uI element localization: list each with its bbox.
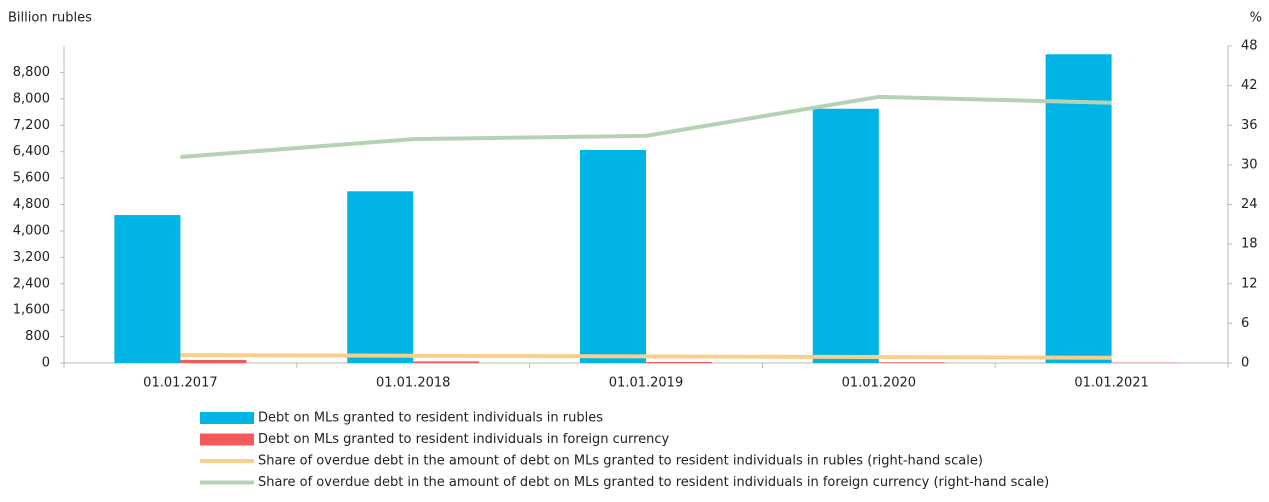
x-tick-label: 01.01.2018 — [376, 376, 450, 391]
y-tick-label: 3,200 — [13, 250, 50, 265]
y-tick-label: 6,400 — [13, 144, 50, 159]
x-tick-label: 01.01.2019 — [609, 376, 683, 391]
y-tick-label: 4,000 — [13, 223, 50, 238]
bar — [347, 191, 414, 363]
legend-swatch — [200, 433, 254, 446]
y2-tick-label: 6 — [1241, 316, 1249, 331]
legend-label: Debt on MLs granted to resident individu… — [258, 411, 603, 426]
bar — [646, 362, 712, 363]
y2-tick-label: 48 — [1241, 39, 1258, 54]
y-tick-label: 7,200 — [13, 118, 50, 133]
y2-axis-label: % — [1250, 11, 1262, 26]
y-tick-label: 1,600 — [13, 303, 50, 318]
y2-tick-label: 0 — [1241, 356, 1249, 371]
y2-tick-label: 12 — [1241, 276, 1258, 291]
bar — [812, 108, 879, 363]
line — [180, 94, 1112, 159]
bar — [180, 360, 247, 363]
y2-tick-label: 18 — [1241, 237, 1258, 252]
x-tick-label: 01.01.2020 — [842, 376, 916, 391]
legend-swatch — [200, 412, 254, 424]
bar — [878, 362, 945, 363]
legend-label: Share of overdue debt in the amount of d… — [258, 454, 983, 469]
bar — [114, 215, 181, 363]
line — [180, 353, 1112, 360]
y-tick-label: 8,800 — [13, 65, 50, 80]
y-tick-label: 4,800 — [13, 197, 50, 212]
y-tick-label: 800 — [25, 329, 50, 344]
y2-tick-label: 30 — [1241, 157, 1258, 172]
legend-label: Debt on MLs granted to resident individu… — [258, 432, 670, 447]
y2-tick-label: 36 — [1241, 118, 1258, 133]
y-tick-label: 8,000 — [13, 91, 50, 106]
bar — [413, 361, 480, 363]
y-tick-label: 2,400 — [13, 276, 50, 291]
bar — [580, 150, 646, 363]
y-tick-label: 5,600 — [13, 171, 50, 186]
y-axis-label: Billion rubles — [8, 11, 92, 26]
x-tick-label: 01.01.2021 — [1074, 376, 1148, 391]
bar — [1045, 54, 1112, 363]
y-tick-label: 0 — [42, 356, 50, 371]
y2-tick-label: 24 — [1241, 197, 1258, 212]
x-tick-label: 01.01.2017 — [143, 376, 217, 391]
legend-label: Share of overdue debt in the amount of d… — [258, 475, 1049, 490]
y2-tick-label: 42 — [1241, 78, 1258, 93]
